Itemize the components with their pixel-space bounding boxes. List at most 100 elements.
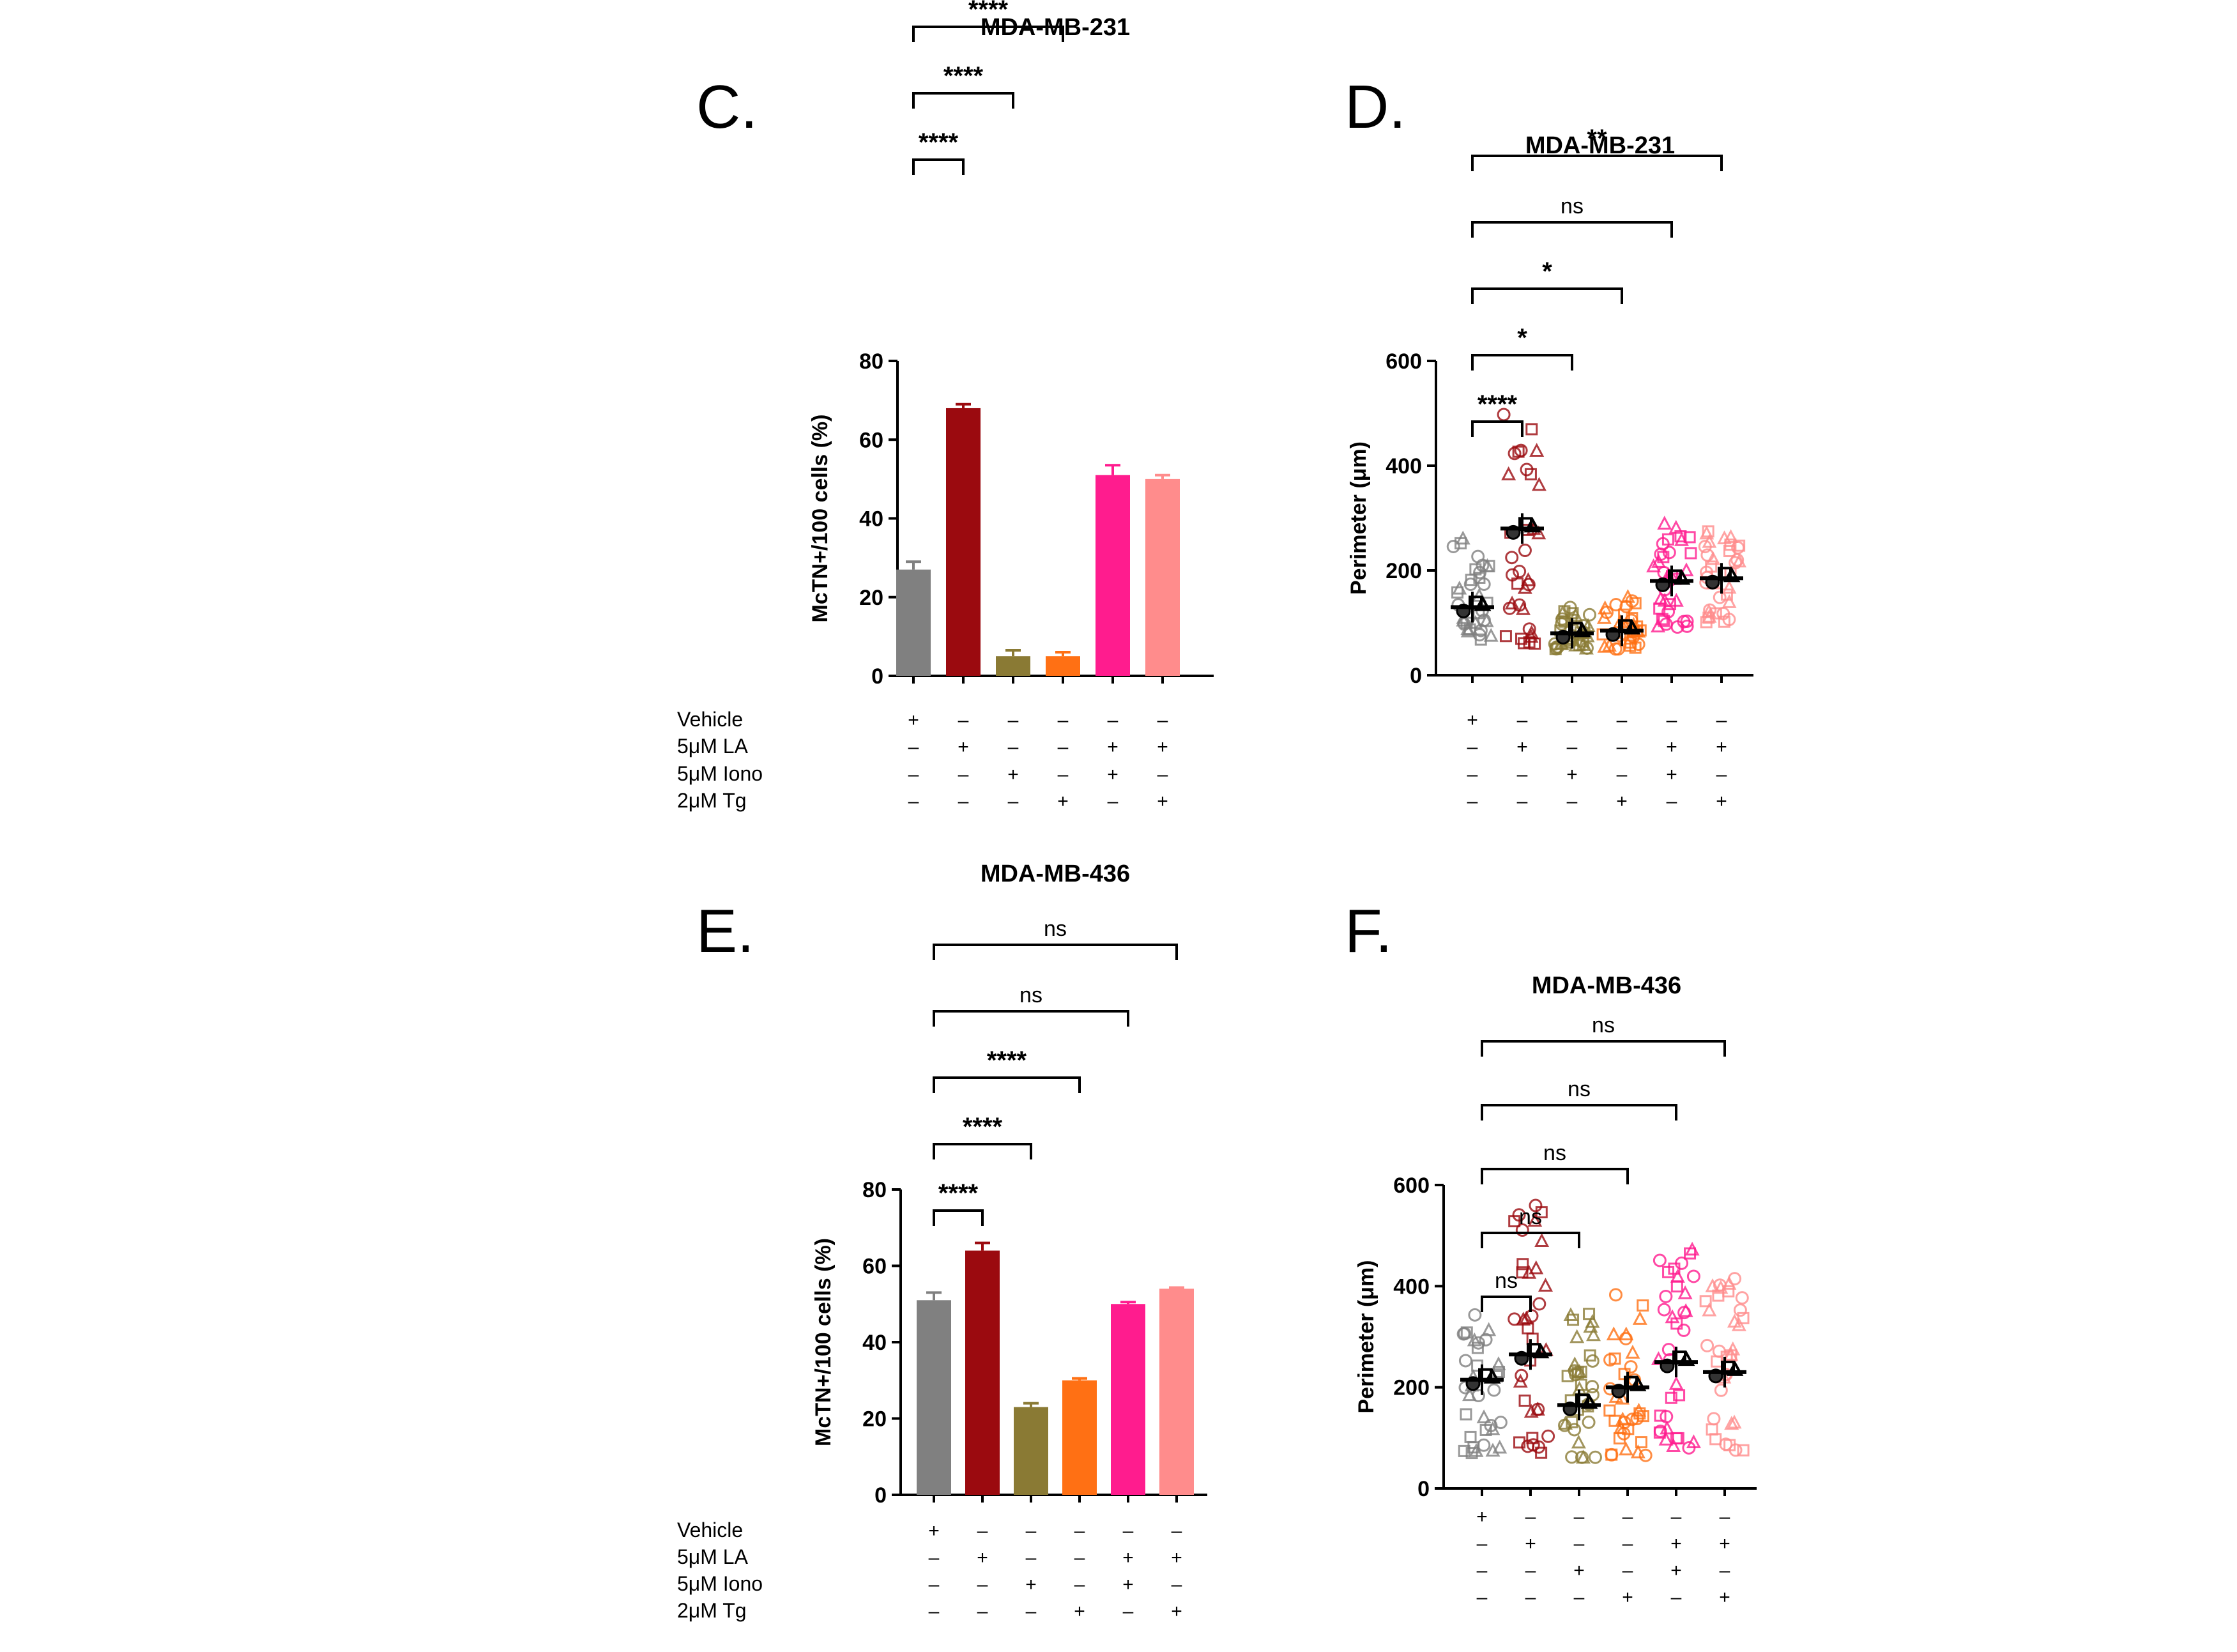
data-point xyxy=(1651,1351,1666,1365)
condition-sign: – xyxy=(1567,791,1578,812)
condition-sign: – xyxy=(1172,1520,1182,1541)
y-tick-label: 20 xyxy=(862,1407,887,1432)
data-point xyxy=(1668,1376,1684,1390)
data-point xyxy=(1532,1440,1546,1454)
significance-bracket xyxy=(1471,221,1673,238)
bar xyxy=(1062,1380,1097,1495)
data-point xyxy=(1550,640,1564,654)
data-point xyxy=(1522,1322,1534,1335)
data-point xyxy=(1513,598,1527,612)
significance-bracket xyxy=(1471,354,1573,371)
data-point xyxy=(1724,1416,1739,1430)
significance-label: **** xyxy=(968,0,1009,24)
chart-title: MDA-MB-436 xyxy=(981,860,1130,887)
condition-sign: – xyxy=(1574,1506,1585,1527)
condition-sign: – xyxy=(1123,1601,1134,1622)
data-point xyxy=(1477,1438,1491,1452)
condition-sign: – xyxy=(977,1574,988,1595)
significance-label: **** xyxy=(938,1179,979,1207)
data-point xyxy=(1522,1265,1537,1279)
data-point xyxy=(1555,605,1570,620)
data-point xyxy=(1505,551,1519,565)
condition-sign: + xyxy=(1516,737,1528,758)
data-point xyxy=(1605,1448,1619,1462)
y-axis-label: McTN+/100 cells (%) xyxy=(808,415,832,623)
panel-e: MDA-MB-436 E. 0 20 40 60 80 McTN+/100 cells (%)… xyxy=(677,860,1207,1622)
data-point xyxy=(1725,1349,1737,1362)
significance-label: ns xyxy=(1568,1077,1591,1101)
data-point xyxy=(1699,1295,1712,1308)
data-point xyxy=(1585,1313,1600,1328)
significance-bracket xyxy=(912,158,965,175)
replicate-mean xyxy=(1532,1343,1550,1359)
data-point xyxy=(1516,1258,1529,1271)
data-point xyxy=(1588,1450,1602,1464)
data-point xyxy=(1673,1389,1686,1402)
data-point xyxy=(1463,577,1477,592)
data-point xyxy=(1608,1352,1621,1365)
data-point xyxy=(1460,1408,1472,1421)
condition-label: 5μM LA xyxy=(677,735,749,758)
significance-bracket xyxy=(912,26,1064,42)
y-tick-label: 400 xyxy=(1386,454,1422,478)
significance-label: ** xyxy=(1587,125,1607,153)
data-point xyxy=(1529,443,1545,457)
condition-label: 2μM Tg xyxy=(677,789,747,812)
condition-sign: + xyxy=(1107,737,1118,758)
data-point xyxy=(1677,1306,1691,1320)
condition-sign: – xyxy=(1058,710,1069,731)
condition-label: Vehicle xyxy=(677,708,743,731)
data-point xyxy=(1679,562,1694,577)
y-tick-label: 600 xyxy=(1386,349,1422,374)
data-point xyxy=(1479,613,1494,627)
data-point xyxy=(1499,630,1512,643)
condition-sign: – xyxy=(1157,764,1168,785)
bar xyxy=(965,1250,1000,1495)
data-point xyxy=(1513,565,1527,579)
significance-bracket xyxy=(912,92,1014,109)
significance-label: ns xyxy=(1592,1013,1615,1037)
condition-sign: – xyxy=(1467,737,1478,758)
data-point xyxy=(1515,1223,1529,1237)
condition-sign: – xyxy=(977,1601,988,1622)
data-point xyxy=(1487,1383,1501,1397)
condition-sign: – xyxy=(1574,1533,1585,1554)
data-point xyxy=(1518,1395,1531,1407)
data-point xyxy=(1665,1309,1680,1324)
data-point xyxy=(1527,1212,1543,1227)
data-point xyxy=(1728,1272,1742,1286)
significance-bracket xyxy=(1481,1104,1677,1120)
data-point xyxy=(1657,1303,1671,1317)
data-point xyxy=(1665,1391,1677,1404)
condition-sign: – xyxy=(1157,710,1168,731)
data-point xyxy=(1523,629,1539,643)
y-tick-label: 200 xyxy=(1386,559,1422,583)
panel-f: MDA-MB-436 F. 0 200 400 600 Perimeter (μm) ns ns… xyxy=(1345,897,1757,1608)
data-point xyxy=(1474,623,1488,638)
data-point xyxy=(1529,1198,1543,1212)
data-point xyxy=(1677,1323,1691,1337)
y-tick-label: 80 xyxy=(859,349,883,374)
data-point xyxy=(1514,443,1528,457)
data-point xyxy=(1458,1327,1472,1341)
condition-sign: – xyxy=(1567,710,1578,731)
condition-sign: – xyxy=(977,1520,988,1541)
condition-sign: + xyxy=(1666,737,1677,758)
y-axis-label: McTN+/100 cells (%) xyxy=(811,1238,836,1446)
condition-sign: + xyxy=(1670,1560,1682,1581)
condition-sign: – xyxy=(908,791,919,812)
data-point xyxy=(1707,1412,1721,1426)
significance-label: ns xyxy=(1543,1141,1566,1165)
data-point xyxy=(1658,615,1670,627)
data-point xyxy=(1568,1423,1582,1437)
data-point xyxy=(1485,1421,1500,1435)
condition-sign: + xyxy=(1157,791,1168,812)
data-point xyxy=(1501,466,1516,480)
replicate-mean xyxy=(1677,1350,1695,1366)
significance-label: * xyxy=(1517,324,1527,352)
data-point xyxy=(1702,1302,1717,1317)
bar xyxy=(1159,1289,1194,1495)
data-point xyxy=(1538,1278,1553,1292)
data-point xyxy=(1613,1432,1626,1445)
